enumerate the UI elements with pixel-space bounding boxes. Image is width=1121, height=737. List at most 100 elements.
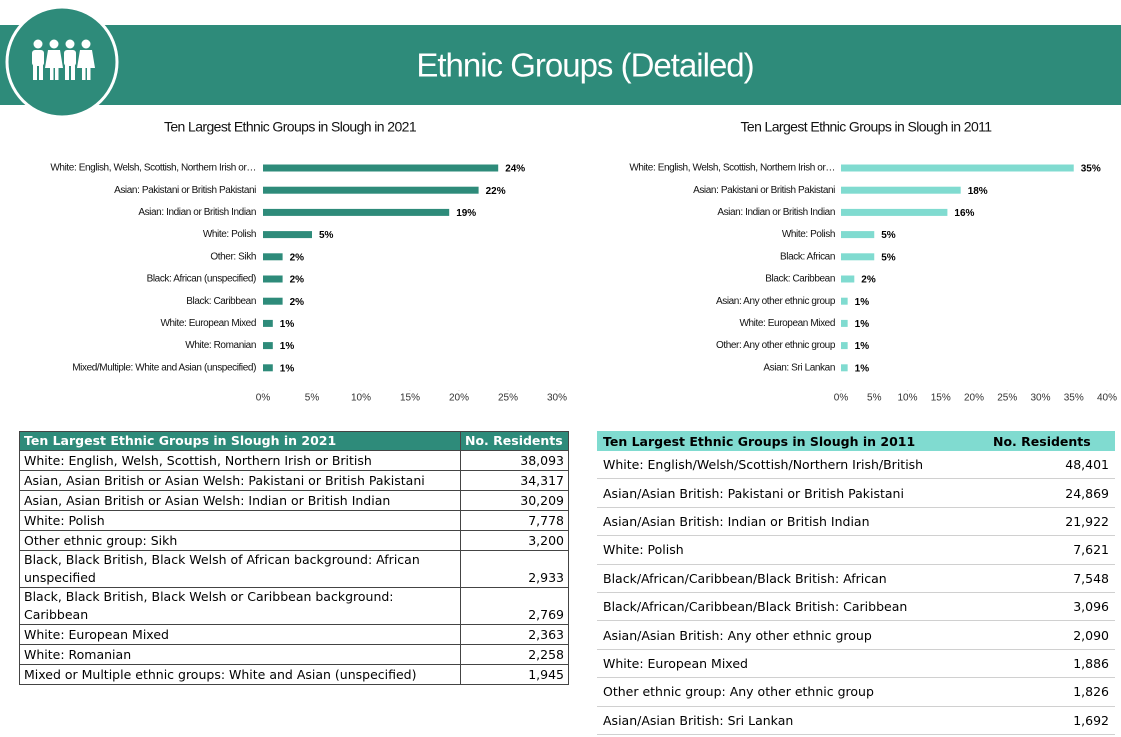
residents-cell: 1,945 [460,664,569,685]
bar [263,253,283,261]
table-row: Asian, Asian British or Asian Welsh: Pak… [19,470,569,491]
header-row: Ten Largest Ethnic Groups in Slough in 2… [19,431,569,451]
value-label: 18% [968,186,988,197]
category-label: White: Romanian [185,340,256,351]
column-header: Ten Largest Ethnic Groups in Slough in 2… [597,431,987,451]
group-cell: Mixed or Multiple ethnic groups: White a… [19,664,461,685]
bar [841,253,875,261]
group-cell: White: Romanian [19,644,461,665]
value-label: 2% [861,275,876,286]
bar [263,231,312,239]
value-label: 5% [881,252,896,263]
table-row: White: European Mixed 1,886 [597,649,1115,679]
x-tick-label: 30% [1030,393,1050,404]
residents-cell: 48,401 [987,451,1115,480]
category-label: Asian: Pakistani or British Pakistani [114,185,256,196]
table-row: Asian/Asian British: Indian or British I… [597,507,1115,537]
value-label: 1% [855,319,870,330]
group-cell: White: English, Welsh, Scottish, Norther… [19,450,461,471]
table-row: White: Polish 7,778 [19,510,569,531]
residents-cell: 1,826 [987,677,1115,707]
table-row: White: Polish 7,621 [597,535,1115,565]
table-row: Asian/Asian British: Sri Lankan 1,692 [597,706,1115,735]
value-label: 2% [290,252,305,263]
value-label: 1% [855,297,870,308]
residents-cell: 21,922 [987,507,1115,537]
bar [841,231,875,239]
table-row: White: Romanian 2,258 [19,644,569,665]
value-label: 1% [280,363,295,374]
group-cell: White: Polish [19,510,461,531]
residents-cell: 1,886 [987,649,1115,679]
category-label: Black: African (unspecified) [147,274,256,285]
category-label: Other: Any other ethnic group [716,340,836,351]
value-label: 2% [290,297,305,308]
residents-cell: 1,692 [987,706,1115,735]
x-tick-label: 10% [897,393,917,404]
category-label: White: English, Welsh, Scottish, Norther… [50,163,256,174]
residents-cell: 2,363 [460,624,569,645]
residents-cell: 2,933 [460,550,569,588]
category-label: Asian: Indian or British Indian [717,207,835,218]
value-label: 35% [1081,164,1101,175]
group-cell: Black/African/Caribbean/Black British: C… [597,592,987,622]
x-tick-label: 20% [449,393,469,404]
x-tick-label: 15% [931,393,951,404]
x-tick-label: 5% [305,393,320,404]
residents-cell: 34,317 [460,470,569,491]
value-label: 1% [855,363,870,374]
bar [263,297,283,305]
bar [263,364,273,372]
category-label: Asian: Sri Lankan [763,362,835,373]
bar [841,164,1074,172]
bar [841,297,848,305]
category-label: Other: Sikh [210,251,256,262]
bar [841,319,848,327]
category-label: Asian: Indian or British Indian [138,207,256,218]
group-cell: Asian/Asian British: Pakistani or Britis… [597,478,987,508]
x-tick-label: 25% [997,393,1017,404]
x-tick-label: 10% [351,393,371,404]
x-tick-label: 0% [834,393,849,404]
column-header: No. Residents [987,431,1115,451]
table-row: Black/African/Caribbean/Black British: C… [597,592,1115,622]
group-cell: White: European Mixed [19,624,461,645]
group-cell: Asian/Asian British: Sri Lankan [597,706,987,735]
value-label: 5% [881,230,896,241]
group-cell: Black/African/Caribbean/Black British: A… [597,564,987,593]
value-label: 22% [486,186,506,197]
residents-cell: 7,548 [987,564,1115,593]
page-title: Ethnic Groups (Detailed) [416,47,753,84]
bar [263,319,273,327]
value-label: 16% [954,208,974,219]
category-label: White: European Mixed [160,318,256,329]
charts-canvas: Ethnic Groups (Detailed) Ten Largest Eth… [0,5,1121,404]
x-tick-label: 25% [498,393,518,404]
x-tick-label: 15% [400,393,420,404]
category-label: Black: Caribbean [765,274,835,285]
table-row: Other ethnic group: Any other ethnic gro… [597,677,1115,707]
table-row: Black/African/Caribbean/Black British: A… [597,564,1115,593]
residents-cell: 3,200 [460,530,569,551]
bar [841,364,848,372]
value-label: 1% [280,319,295,330]
residents-cell: 7,778 [460,510,569,531]
residents-cell: 7,621 [987,535,1115,565]
value-label: 24% [505,164,525,175]
residents-cell: 2,090 [987,620,1115,650]
group-cell: White: English/Welsh/Scottish/Northern I… [597,451,987,480]
residents-cell: 2,258 [460,644,569,665]
x-tick-label: 5% [867,393,882,404]
value-label: 2% [290,275,305,286]
bar [263,186,479,194]
chart-title: Ten Largest Ethnic Groups in Slough in 2… [164,119,417,135]
header-banner [0,25,1121,105]
x-tick-label: 0% [256,393,271,404]
bar [263,208,450,216]
table-row: Asian/Asian British: Pakistani or Britis… [597,478,1115,508]
bar [841,186,961,194]
group-cell: White: European Mixed [597,649,987,679]
value-label: 1% [855,341,870,352]
group-cell: Asian/Asian British: Indian or British I… [597,507,987,537]
group-cell: Asian/Asian British: Any other ethnic gr… [597,620,987,650]
